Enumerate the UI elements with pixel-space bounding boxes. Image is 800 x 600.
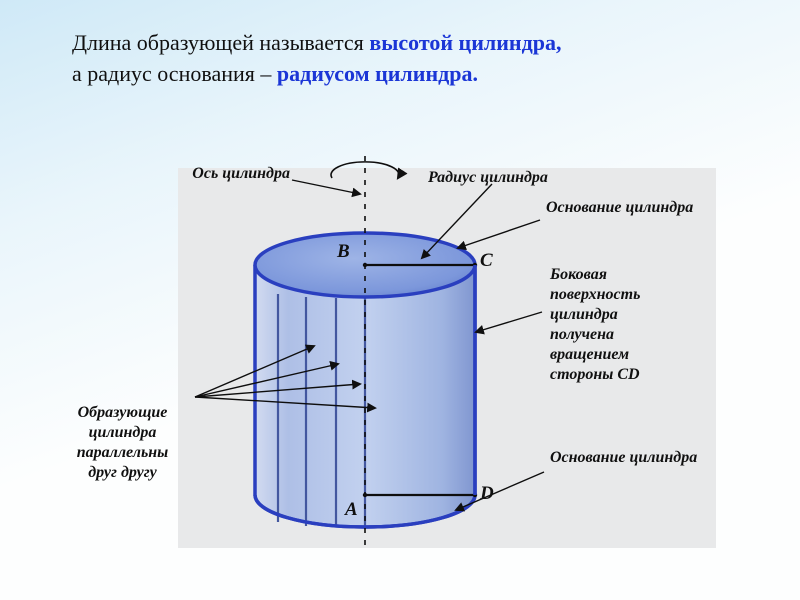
label-d: D: [480, 482, 494, 506]
heading-emphasis-1: высотой цилиндра,: [369, 30, 561, 55]
label-base-top: Основание цилиндра: [546, 198, 716, 218]
gen-l1: Образующие: [78, 404, 168, 421]
side-l3: цилиндра: [550, 306, 618, 323]
side-l6: стороны CD: [550, 366, 640, 383]
gen-l2: цилиндра: [89, 424, 157, 441]
label-base-bottom: Основание цилиндра: [550, 448, 720, 468]
cylinder-diagram: Ось цилиндра Радиус цилиндра Основание ц…: [60, 150, 740, 570]
label-axis: Ось цилиндра: [100, 164, 290, 184]
side-l2: поверхность: [550, 286, 640, 303]
slide-heading: Длина образующей называется высотой цили…: [72, 28, 740, 90]
label-a: A: [345, 498, 358, 522]
label-c: C: [480, 249, 493, 273]
label-radius: Радиус цилиндра: [428, 168, 548, 188]
heading-text-1: Длина образующей называется: [72, 30, 369, 55]
label-b: B: [337, 240, 350, 264]
heading-emphasis-2: радиусом цилиндра.: [277, 61, 478, 86]
gen-l3: параллельны: [77, 444, 169, 461]
label-generators: Образующие цилиндра параллельны друг дру…: [50, 403, 195, 483]
slide-root: Длина образующей называется высотой цили…: [0, 0, 800, 600]
side-l1: Боковая: [550, 266, 607, 283]
heading-text-2: а радиус основания –: [72, 61, 277, 86]
side-l5: вращением: [550, 346, 629, 363]
gen-l4: друг другу: [88, 464, 157, 481]
side-l4: получена: [550, 326, 614, 343]
label-side-surface: Боковая поверхность цилиндра получена вр…: [550, 265, 720, 385]
point-a: [363, 493, 367, 497]
